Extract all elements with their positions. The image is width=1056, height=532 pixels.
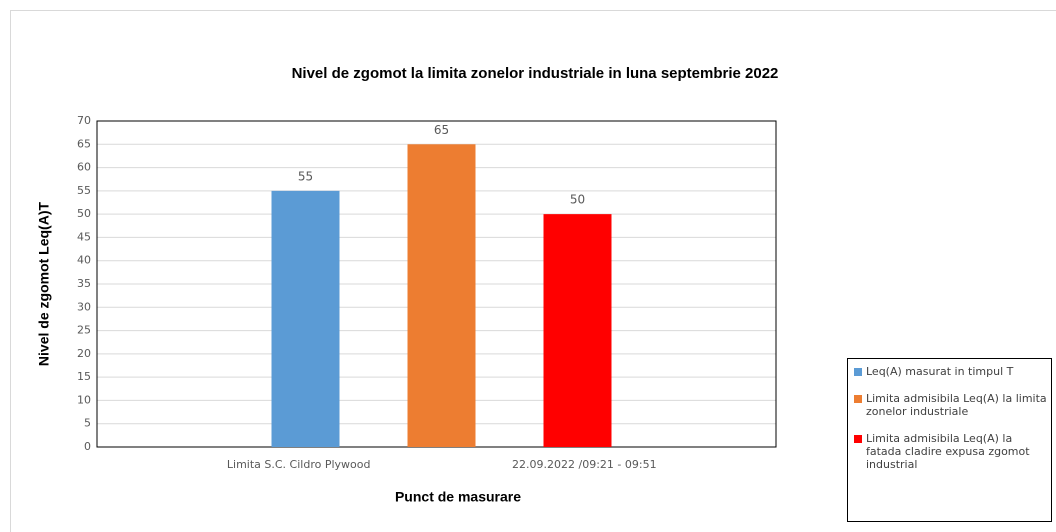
y-tick-label: 35 (77, 277, 91, 290)
data-label: 65 (434, 123, 449, 137)
y-tick-label: 20 (77, 347, 91, 360)
y-tick-label: 50 (77, 207, 91, 220)
y-tick-label: 10 (77, 393, 91, 406)
y-tick-label: 60 (77, 161, 91, 174)
legend-swatch (854, 435, 862, 443)
legend: Leq(A) masurat in timpul T Limita admisib… (847, 358, 1052, 522)
y-axis-label: Nivel de zgomot Leq(A)T (36, 202, 52, 367)
legend-label: Limita admisibila Leq(A) la limita zonel… (866, 392, 1047, 418)
legend-swatch (854, 368, 862, 376)
chart-border (10, 10, 1056, 532)
x-tick-label: 22.09.2022 /09:21 - 09:51 (512, 458, 657, 471)
y-tick-label: 40 (77, 254, 91, 267)
bar (271, 190, 340, 447)
y-tick-label: 15 (77, 370, 91, 383)
y-tick-label: 70 (77, 114, 91, 127)
chart-title: Nivel de zgomot la limita zonelor indust… (292, 65, 779, 82)
bar (543, 214, 612, 447)
y-tick-label: 65 (77, 137, 91, 150)
bar (407, 144, 476, 448)
legend-item: Limita admisibila Leq(A) la fatada cladi… (854, 432, 1047, 471)
y-tick-label: 45 (77, 230, 91, 243)
y-tick-label: 5 (84, 417, 91, 430)
data-label: 55 (298, 169, 313, 183)
legend-item: Limita admisibila Leq(A) la limita zonel… (854, 392, 1047, 418)
legend-label: Limita admisibila Leq(A) la fatada cladi… (866, 432, 1030, 471)
legend-swatch (854, 395, 862, 403)
y-tick-label: 55 (77, 184, 91, 197)
y-tick-label: 30 (77, 300, 91, 313)
legend-item: Leq(A) masurat in timpul T (854, 365, 1047, 378)
y-tick-label: 0 (84, 440, 91, 453)
x-tick-label: Limita S.C. Cildro Plywood (227, 458, 371, 471)
x-axis-label: Punct de masurare (395, 489, 521, 505)
y-tick-label: 25 (77, 324, 91, 337)
legend-label: Leq(A) masurat in timpul T (866, 365, 1014, 378)
data-label: 50 (570, 193, 585, 207)
